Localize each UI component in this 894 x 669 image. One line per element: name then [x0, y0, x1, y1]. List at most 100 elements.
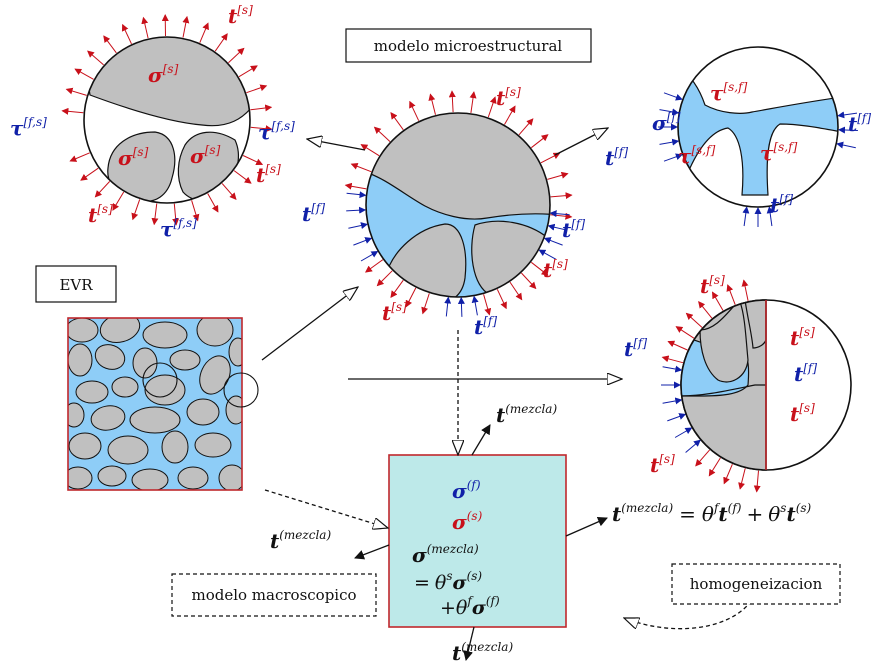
solid-traction-arrow	[242, 155, 264, 166]
solid-traction-arrow	[221, 183, 237, 200]
solid-traction-arrow	[112, 191, 125, 211]
solid-traction-arrow	[69, 152, 90, 162]
fluid-traction-arrow	[838, 126, 858, 134]
fluid-traction-arrow	[346, 191, 367, 199]
right-half-circle	[680, 299, 852, 471]
solid-traction-arrow	[80, 167, 99, 181]
solid-traction-arrow	[61, 107, 84, 115]
fluid-traction-arrow	[667, 413, 687, 422]
solid-traction-arrow	[373, 126, 391, 142]
label-t-mezcla-equation: t(mezcla) = θft(f) + θst(s)	[612, 501, 812, 526]
solid-traction-arrow	[487, 96, 497, 118]
solid-traction-arrow	[496, 289, 507, 310]
label-box-sigma-f: σ(f)	[452, 478, 481, 503]
label-t-s-rh-r2: t[s]	[790, 401, 815, 426]
arrow-micro-to-right	[554, 128, 608, 156]
solid-traction-arrow	[191, 200, 200, 222]
solid-traction-arrow	[360, 144, 380, 157]
solid-traction-arrow	[364, 259, 384, 273]
solid-traction-arrow	[350, 163, 372, 173]
arrow-t-mezcla-left	[354, 544, 390, 560]
label-t-s-rh-top: t[s]	[700, 273, 725, 298]
solid-traction-arrow	[390, 279, 404, 299]
fluid-traction-arrow	[538, 249, 557, 260]
solid-traction-arrow	[550, 192, 573, 200]
solid-traction-arrow	[708, 457, 721, 477]
connector-arrows	[261, 128, 761, 661]
label-macro-text: modelo macroscopico	[191, 586, 356, 604]
fluid-traction-arrow	[444, 296, 452, 317]
label-box-homog: homogeneizacion	[671, 563, 841, 605]
solid-traction-arrow	[250, 125, 273, 133]
solid-traction-arrow	[504, 105, 516, 125]
solid-traction-arrow	[695, 449, 710, 467]
label-t-s-c-right: t[s]	[543, 257, 568, 282]
fluid-traction-arrow	[662, 397, 683, 405]
solid-traction-arrow	[723, 464, 733, 485]
label-evr-text: EVR	[59, 276, 93, 294]
solid-traction-arrow	[94, 181, 111, 198]
solid-traction-arrow	[151, 203, 159, 226]
solid-traction-arrow	[726, 284, 736, 305]
fluid-traction-arrow	[742, 206, 750, 227]
label-t-f-c-bottom: t[f]	[474, 314, 497, 339]
solid-traction-arrow	[661, 355, 684, 364]
fluid-traction-arrow	[659, 108, 680, 116]
label-homog-text: homogeneizacion	[690, 575, 823, 593]
label-sigma-s-3: σ[s]	[190, 143, 221, 168]
label-box-plus-line: +θfσ(f)	[440, 594, 500, 619]
solid-traction-arrow	[74, 68, 94, 80]
solid-traction-arrow	[409, 100, 420, 121]
label-t-s-tl-bottom: t[s]	[88, 202, 113, 227]
solid-traction-arrow	[667, 340, 688, 351]
fluid-traction-arrow	[659, 138, 680, 146]
solid-traction-arrow	[390, 111, 404, 131]
label-t-f-rh-left: t[f]	[624, 336, 647, 361]
fluid-traction-arrow	[663, 92, 683, 101]
solid-traction-arrow	[469, 91, 477, 113]
solid-traction-arrow	[172, 203, 180, 226]
solid-traction-arrow	[214, 33, 228, 52]
label-t-f-rh-right: t[f]	[794, 361, 817, 386]
label-t-f-tr-right: t[f]	[848, 111, 871, 136]
solid-traction-arrow	[246, 84, 268, 94]
arrow-micro-to-left	[307, 139, 366, 151]
solid-traction-arrow	[376, 270, 393, 287]
evr-sample-circle-2	[223, 372, 259, 408]
fluid-traction-arrow	[674, 427, 693, 438]
top-left-traction-arrows	[61, 14, 273, 226]
fluid-traction-arrow	[549, 210, 570, 218]
label-box-sigma-s: σ(s)	[452, 509, 483, 534]
label-t-mezcla-left: t(mezcla)	[270, 528, 331, 553]
solid-traction-arrow	[233, 170, 252, 184]
solid-traction-arrow	[344, 182, 367, 190]
fluid-traction-arrow	[662, 365, 683, 373]
label-t-mezcla-bottom: t(mezcla)	[452, 640, 513, 665]
solid-traction-arrow	[741, 279, 749, 302]
label-sigma-s-2: σ[s]	[118, 145, 149, 170]
fluid-traction-arrow	[353, 237, 373, 246]
solid-traction-arrow	[753, 470, 761, 493]
solid-traction-arrow	[103, 35, 117, 54]
label-box-evr: EVR	[35, 265, 117, 303]
top-right-circle	[677, 46, 839, 208]
solid-traction-arrow	[141, 16, 149, 39]
arrow-t-mezcla-right	[565, 517, 608, 537]
label-t-f-c-left: t[f]	[302, 201, 325, 226]
solid-traction-arrow	[483, 294, 492, 316]
solid-traction-arrow	[712, 291, 724, 311]
fluid-traction-arrow	[457, 296, 465, 317]
label-tau-fs-bottom: τ[f,s]	[160, 216, 197, 241]
solid-traction-arrow	[698, 301, 713, 319]
solid-traction-arrow	[448, 90, 456, 113]
label-t-mezcla-top: t(mezcla)	[496, 402, 557, 427]
label-tau-fs-left: τ[f,s]	[10, 115, 47, 140]
fluid-traction-arrow	[547, 223, 568, 231]
solid-traction-arrow	[685, 312, 703, 328]
label-tau-sf-right: τ[s,f]	[760, 140, 798, 165]
arrow-t-mezcla-top	[471, 424, 491, 456]
label-t-f-c-right: t[f]	[562, 217, 585, 242]
label-box-micro: modelo microestructural	[345, 28, 592, 63]
arrow-t-mezcla-bottom	[463, 626, 475, 661]
